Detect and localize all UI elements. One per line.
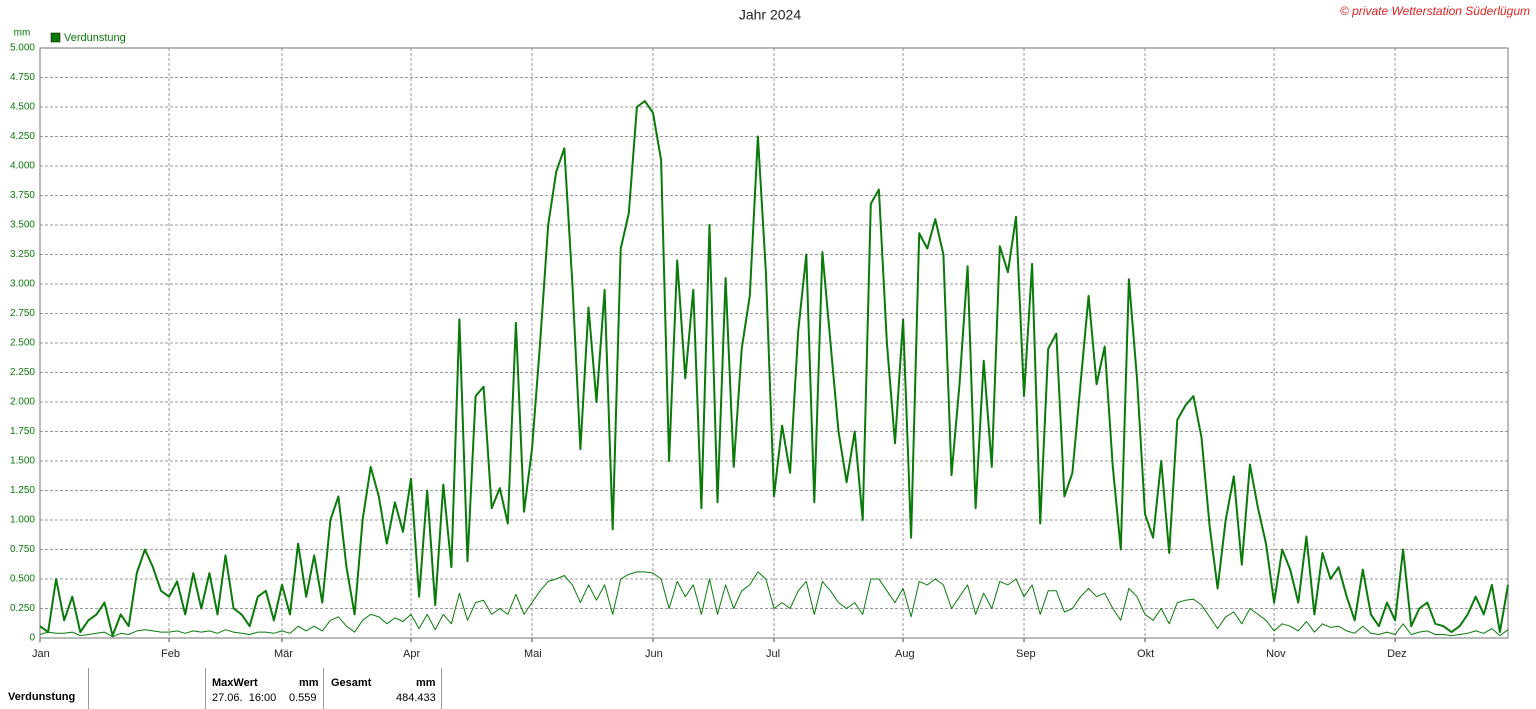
y-tick-label: 4.500 (10, 102, 35, 113)
y-tick-label: 1.750 (10, 426, 35, 437)
y-tick-label: 2.250 (10, 367, 35, 378)
y-tick-label: 4.750 (10, 72, 35, 83)
y-tick-label: 4.250 (10, 131, 35, 142)
y-tick-label: 3.250 (10, 249, 35, 260)
y-tick-label: 2.750 (10, 308, 35, 319)
x-tick-label: Mär (274, 648, 293, 660)
max-time: 27.06. 16:00 (212, 692, 277, 704)
y-tick-label: 3.500 (10, 220, 35, 231)
plot-border (39, 47, 1509, 639)
copyright: © private Wetterstation Süderlügum (1340, 4, 1530, 18)
y-tick-label: 3.750 (10, 190, 35, 201)
divider (205, 668, 206, 709)
x-tick-label: Aug (895, 648, 915, 660)
y-tick-label: 1.500 (10, 456, 35, 467)
max-value: 0.559 (289, 692, 317, 704)
y-tick-label: 0.250 (10, 603, 35, 614)
y-tick-label: 0.750 (10, 544, 35, 555)
x-tick-label: Sep (1016, 648, 1036, 660)
divider (88, 668, 89, 709)
y-tick-label: 0 (29, 633, 35, 644)
x-tick-label: Okt (1137, 648, 1154, 660)
y-tick-label: 5.000 (10, 43, 35, 54)
chart: Jahr 2024 © private Wetterstation Süderl… (10, 4, 1530, 660)
x-tick-label: Feb (161, 648, 180, 660)
legend-label: Verdunstung (64, 32, 126, 44)
y-unit: mm (14, 28, 31, 39)
unit: mm (299, 677, 319, 689)
header: MaxWert (212, 677, 258, 689)
divider (441, 668, 442, 709)
legend-swatch (50, 32, 61, 43)
x-tick-label: Apr (403, 648, 420, 660)
data-line (39, 100, 1509, 637)
x-tick-label: Mai (524, 648, 542, 660)
y-tick-label: 2.500 (10, 338, 35, 349)
y-tick-label: 1.000 (10, 515, 35, 526)
y-tick-label: 3.000 (10, 279, 35, 290)
total-value: 484.433 (396, 692, 436, 704)
x-tick-label: Jan (32, 648, 50, 660)
x-tick-label: Jun (645, 648, 663, 660)
x-tick-label: Jul (766, 648, 780, 660)
data-line (39, 571, 1509, 638)
row-label: Verdunstung (8, 691, 76, 703)
divider (323, 668, 324, 709)
y-tick-label: 1.250 (10, 485, 35, 496)
y-tick-label: 2.000 (10, 397, 35, 408)
y-tick-label: 4.000 (10, 161, 35, 172)
header: Gesamt (331, 677, 372, 689)
y-tick-label: 0.500 (10, 574, 35, 585)
unit: mm (416, 677, 436, 689)
chart-title: Jahr 2024 (739, 7, 801, 23)
x-tick-label: Dez (1387, 648, 1407, 660)
x-tick-label: Nov (1266, 648, 1286, 660)
